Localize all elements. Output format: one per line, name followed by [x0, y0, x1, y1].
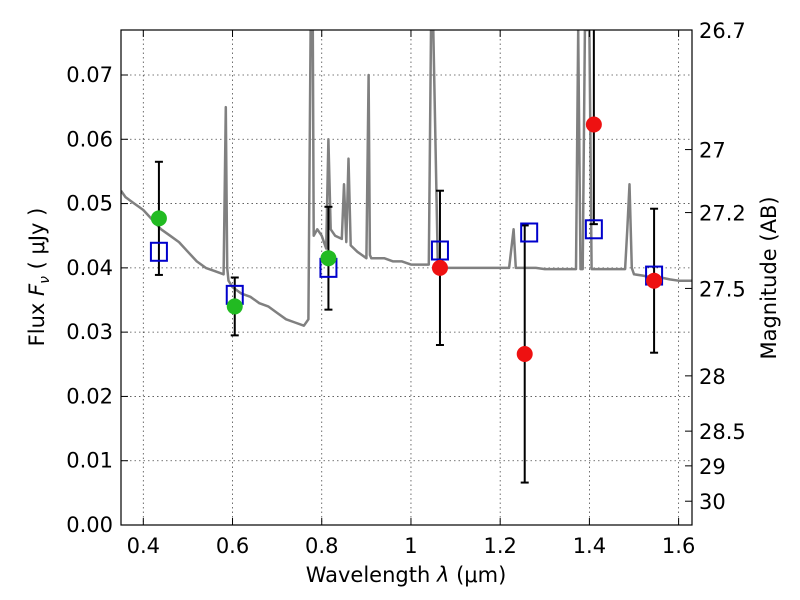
- y2-tick-label: 28: [699, 365, 726, 389]
- red-point: [516, 346, 533, 362]
- x-axis: 0.4 0.6 0.8 1 1.2 1.4 1.6: [127, 30, 695, 558]
- y2-tick-label: 26.7: [699, 19, 746, 43]
- red-point: [585, 116, 602, 133]
- red-point: [431, 259, 448, 276]
- y-tick-label: 0.07: [66, 63, 113, 87]
- y-tick-label: 0.01: [66, 449, 113, 473]
- red-points: [431, 116, 663, 362]
- red-point: [646, 272, 663, 289]
- y-axis-label: Flux Fν ( μJy ): [25, 208, 53, 347]
- y-tick-label: 0.05: [66, 192, 113, 216]
- model-spectrum-line: [121, 30, 692, 327]
- x-tick-label: 0.4: [127, 534, 160, 558]
- x-tick-label: 0.8: [305, 534, 338, 558]
- y-tick-label: 0.00: [66, 513, 113, 537]
- y2-tick-label: 28.5: [699, 420, 746, 444]
- model-point: [149, 241, 168, 262]
- x-tick-label: 1: [404, 534, 417, 558]
- x-tick-label: 1.4: [573, 534, 606, 558]
- y-tick-label: 0.06: [66, 127, 113, 151]
- y2-tick-label: 30: [699, 490, 726, 514]
- x-tick-label: 1.2: [483, 534, 516, 558]
- y-tick-label: 0.04: [66, 256, 113, 280]
- y-tick-label: 0.02: [66, 384, 113, 408]
- model-point: [520, 222, 539, 243]
- green-point: [226, 298, 243, 315]
- y2-axis-label: Magnitude (AB): [757, 196, 781, 359]
- y2-tick-label: 29: [699, 455, 726, 479]
- y2-tick-label: 27.2: [699, 202, 746, 226]
- y-tick-label: 0.03: [66, 320, 113, 344]
- green-point: [150, 210, 167, 227]
- y2-tick-label: 27: [699, 139, 726, 163]
- green-point: [320, 250, 337, 267]
- x-axis-label: Wavelength λ (μm): [306, 563, 507, 587]
- green-points: [150, 210, 337, 315]
- y2-axis: 26.7 27 27.2 27.5 28 28.5 29 30: [685, 19, 746, 514]
- x-tick-label: 1.6: [662, 534, 695, 558]
- y-axis: 0.00 0.01 0.02 0.03 0.04 0.05 0.06 0.07: [66, 63, 128, 537]
- plot-frame: [120, 29, 693, 526]
- grid: [121, 30, 692, 526]
- model-point: [584, 219, 603, 240]
- model-point: [430, 240, 449, 261]
- y2-tick-label: 27.5: [699, 277, 746, 301]
- x-tick-label: 0.6: [216, 534, 249, 558]
